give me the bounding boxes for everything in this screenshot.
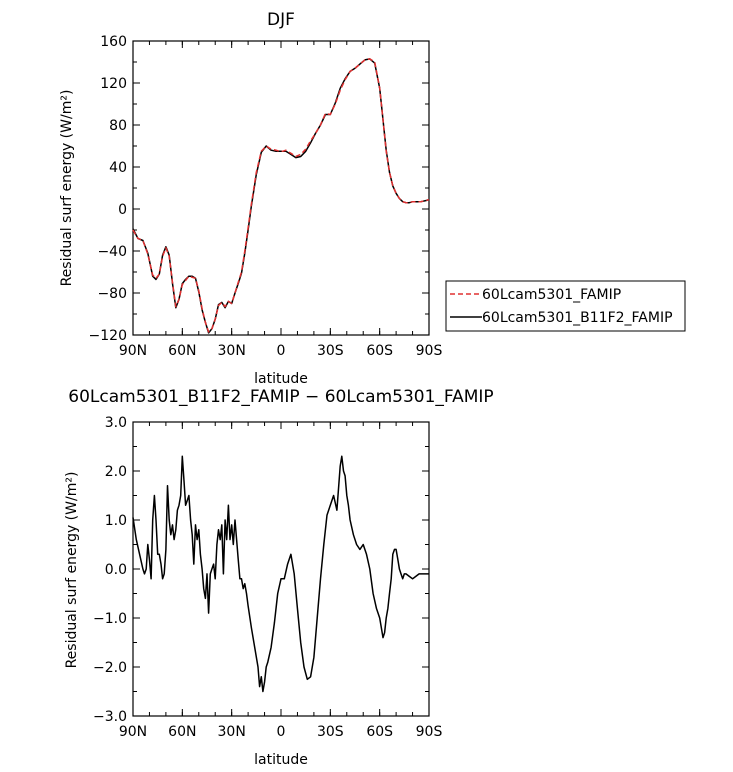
y-tick-label-1: 80 xyxy=(109,118,127,134)
y-tick-label-2: 3.0 xyxy=(105,415,127,431)
legend-label-2: 60Lcam5301_B11F2_FAMIP xyxy=(482,310,673,326)
chart-1-x-axis-label: latitude xyxy=(254,371,308,387)
series-line-2-1 xyxy=(132,455,429,693)
y-tick-label-2: −1.0 xyxy=(93,611,127,627)
x-tick-label-2: 30N xyxy=(218,724,246,740)
x-tick-label-2: 90S xyxy=(416,724,443,740)
chart-1-plot: 90N 60N 30N 0 30S 60S 90S 160 120 80 40 0 −40 −80 −120 xyxy=(89,34,443,359)
x-tick-label-2: 0 xyxy=(277,724,286,740)
x-tick-label-1: 60S xyxy=(366,343,393,359)
x-tick-label-1: 60N xyxy=(168,343,196,359)
y-tick-label-2: 2.0 xyxy=(105,464,127,480)
x-tick-label-2: 60S xyxy=(366,724,393,740)
chart-2-x-axis-label: latitude xyxy=(254,752,308,768)
x-tick-label-1: 0 xyxy=(277,343,286,359)
legend-box xyxy=(445,280,686,332)
chart-2-plot: 90N 60N 30N 0 30S 60S 90S 3.0 2.0 1.0 0.0 −1.0 −2.0 −… xyxy=(93,415,442,740)
y-tick-label-1: 40 xyxy=(109,160,127,176)
y-tick-label-1: 120 xyxy=(100,76,127,92)
y-tick-label-2: 0.0 xyxy=(105,562,127,578)
y-tick-label-2: 1.0 xyxy=(105,513,127,529)
y-tick-label-1: 0 xyxy=(118,202,127,218)
chart-1-y-axis-label: Residual surf energy (W/m²) xyxy=(59,90,75,287)
x-tick-label-1: 30N xyxy=(218,343,246,359)
x-tick-label-2: 90N xyxy=(119,724,147,740)
x-tick-label-1: 30S xyxy=(317,343,344,359)
chart-2-y-axis-label: Residual surf energy (W/m²) xyxy=(64,472,80,669)
y-tick-label-2: −3.0 xyxy=(93,709,127,725)
y-tick-label-1: −40 xyxy=(97,244,127,260)
legend-label-1: 60Lcam5301_FAMIP xyxy=(482,287,621,303)
x-tick-label-2: 60N xyxy=(168,724,196,740)
legend: 60Lcam5301_FAMIP 60Lcam5301_B11F2_FAMIP xyxy=(445,280,686,332)
series-line-1-1 xyxy=(132,58,430,333)
y-tick-label-1: 160 xyxy=(100,34,127,50)
x-tick-label-2: 30S xyxy=(317,724,344,740)
plot-frame-2 xyxy=(132,421,430,717)
chart-1-title: DJF xyxy=(267,10,295,30)
x-tick-label-1: 90N xyxy=(119,343,147,359)
plot-frame-1 xyxy=(132,40,430,336)
x-tick-label-1: 90S xyxy=(416,343,443,359)
y-tick-label-1: −120 xyxy=(89,328,127,344)
y-tick-label-1: −80 xyxy=(97,286,127,302)
chart-2-title: 60Lcam5301_B11F2_FAMIP − 60Lcam5301_FAMI… xyxy=(68,387,493,407)
y-tick-label-2: −2.0 xyxy=(93,660,127,676)
series-line-1-2 xyxy=(132,58,430,334)
